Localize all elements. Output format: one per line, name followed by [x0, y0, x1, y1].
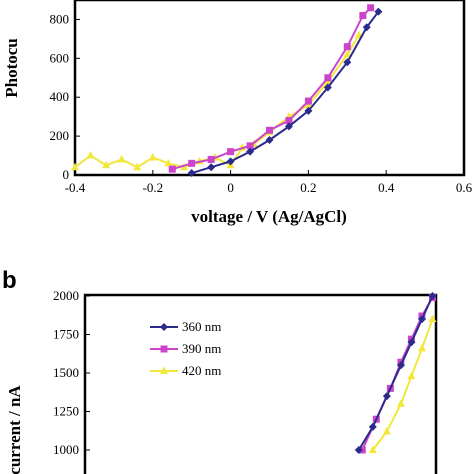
- x-tick-label-a: 0.6: [456, 180, 473, 195]
- x-tick-label-a: 0: [227, 180, 234, 195]
- data-point-a: [117, 154, 126, 163]
- legend-label: 360 nm: [182, 319, 221, 334]
- data-point-a: [148, 153, 157, 161]
- data-point-a: [374, 7, 383, 16]
- data-point-a: [187, 169, 196, 178]
- y-tick-label-a: 200: [50, 128, 70, 143]
- data-point-b: [382, 392, 391, 401]
- data-point-b: [354, 446, 363, 454]
- x-axis-label-a: voltage / V (Ag/AgCl): [191, 207, 347, 226]
- data-point-b: [417, 315, 426, 324]
- y-tick-label-a: 800: [50, 11, 70, 26]
- x-tick-label-a: -0.2: [143, 180, 164, 195]
- data-point-a: [86, 151, 95, 159]
- panel-a: 0 200 400 600 800 -0.4 -0.2 0 0.2 0.4 0.6 Photocu…: [2, 0, 473, 226]
- data-point-a: [133, 162, 142, 171]
- data-point-b: [407, 371, 416, 380]
- data-point-a: [323, 83, 332, 92]
- legend-label: 420 nm: [182, 363, 221, 378]
- data-point-a: [284, 122, 293, 131]
- x-tick-label-a: 0.4: [378, 180, 395, 195]
- legend-marker: [160, 323, 168, 331]
- y-tick-label-b: 1000: [53, 442, 79, 457]
- data-point-b: [368, 445, 377, 453]
- data-point-a: [343, 43, 351, 51]
- panel-b: b 1000 1250 1500 1750 2000 360 nm 390 nm 420 n…: [2, 267, 438, 474]
- series-line-a: [171, 7, 372, 171]
- y-tick-label-b: 1500: [53, 365, 79, 380]
- data-point-b: [417, 343, 426, 352]
- y-axis-label-a: Photocu: [2, 38, 21, 98]
- y-tick-label-b: 1250: [53, 404, 79, 419]
- panel-label-b: b: [2, 267, 17, 294]
- data-point-a: [266, 126, 273, 134]
- data-point-a: [188, 159, 196, 167]
- data-point-a: [207, 163, 216, 172]
- data-point-a: [207, 155, 215, 163]
- x-tick-label-a: 0.2: [300, 180, 316, 195]
- plot-frame-b: [83, 293, 438, 474]
- data-point-b: [396, 399, 405, 407]
- data-point-a: [343, 58, 352, 67]
- data-point-a: [246, 147, 255, 156]
- data-point-a: [304, 97, 312, 105]
- data-point-a: [285, 117, 293, 125]
- x-tick-label-a: -0.4: [65, 180, 86, 195]
- data-point-a: [168, 165, 176, 173]
- y-tick-label-a: 0: [63, 167, 70, 182]
- data-point-a: [227, 148, 235, 156]
- data-point-a: [343, 49, 352, 58]
- series-line-b: [372, 318, 434, 451]
- legend-marker: [160, 366, 168, 374]
- data-point-b: [368, 422, 377, 431]
- data-point-b: [428, 292, 437, 300]
- data-point-a: [265, 136, 274, 144]
- data-point-a: [359, 12, 367, 20]
- data-point-b: [407, 338, 416, 347]
- data-point-a: [164, 158, 173, 167]
- data-point-a: [71, 162, 79, 171]
- series-line-a: [191, 11, 380, 175]
- data-point-a: [102, 160, 111, 169]
- legend-label: 390 nm: [182, 341, 221, 356]
- data-point-b: [382, 427, 391, 435]
- data-point-b: [396, 361, 405, 370]
- data-point-a: [246, 142, 254, 150]
- y-tick-label-a: 400: [50, 89, 70, 104]
- y-axis-label-b: current / nA: [5, 385, 24, 474]
- y-tick-label-b: 1750: [53, 327, 79, 342]
- data-point-b: [428, 314, 437, 323]
- y-tick-label-b: 2000: [53, 288, 79, 303]
- data-point-a: [362, 23, 371, 32]
- y-tick-label-a: 600: [50, 50, 70, 65]
- legend-marker: [160, 345, 168, 353]
- data-point-a: [324, 74, 332, 82]
- data-point-a: [226, 157, 235, 166]
- data-point-a: [367, 4, 375, 12]
- plot-frame-a: [73, 0, 466, 177]
- data-point-a: [304, 106, 313, 115]
